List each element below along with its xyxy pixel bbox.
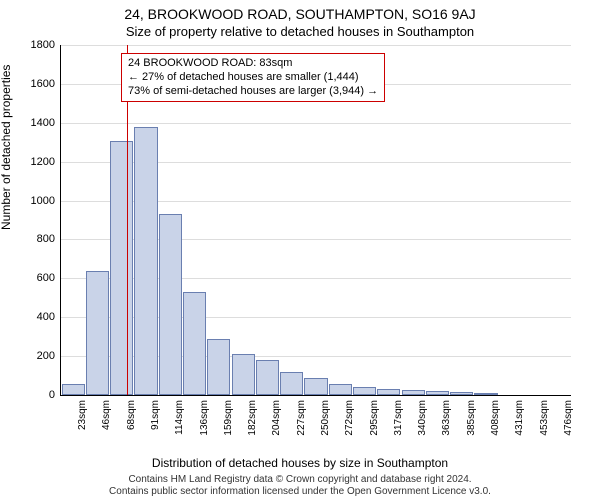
ytick-label: 1800: [31, 39, 55, 51]
xtick-label: 317sqm: [393, 400, 404, 436]
ytick-label: 1200: [31, 156, 55, 168]
xtick-label: 159sqm: [223, 400, 234, 436]
xtick-label: 340sqm: [417, 400, 428, 436]
ytick-label: 1600: [31, 78, 55, 90]
histogram-bar: [232, 354, 255, 395]
histogram-bar: [474, 393, 497, 395]
xtick-label: 408sqm: [490, 400, 501, 436]
histogram-bar: [353, 387, 376, 395]
xtick-label: 363sqm: [441, 400, 452, 436]
histogram-bar: [134, 127, 157, 395]
xtick-label: 114sqm: [174, 400, 185, 435]
grid-line: [61, 123, 571, 124]
xtick-label: 250sqm: [320, 400, 331, 436]
ytick-label: 600: [37, 272, 55, 284]
ytick-label: 200: [37, 350, 55, 362]
histogram-bar: [402, 390, 425, 395]
xtick-label: 272sqm: [344, 400, 355, 436]
xtick-label: 385sqm: [466, 400, 477, 436]
histogram-bar: [86, 271, 109, 395]
histogram-bar: [159, 214, 182, 395]
xtick-label: 295sqm: [369, 400, 380, 436]
xtick-label: 136sqm: [199, 400, 210, 436]
chart-subtitle: Size of property relative to detached ho…: [0, 24, 600, 39]
ytick-label: 800: [37, 233, 55, 245]
attribution-line2: Contains public sector information licen…: [109, 486, 491, 497]
annotation-line2: ← 27% of detached houses are smaller (1,…: [128, 71, 359, 83]
grid-line: [61, 45, 571, 46]
ytick-label: 1400: [31, 117, 55, 129]
histogram-bar: [377, 389, 400, 395]
attribution-line1: Contains HM Land Registry data © Crown c…: [128, 474, 471, 485]
histogram-bar: [207, 339, 230, 395]
annotation-line1: 24 BROOKWOOD ROAD: 83sqm: [128, 57, 292, 69]
histogram-bar: [110, 141, 133, 395]
histogram-bar: [426, 391, 449, 395]
ytick-label: 0: [49, 389, 55, 401]
histogram-bar: [450, 392, 473, 395]
histogram-bar: [329, 384, 352, 395]
annotation-line3: 73% of semi-detached houses are larger (…: [128, 85, 378, 97]
xtick-label: 453sqm: [539, 400, 550, 436]
xtick-label: 227sqm: [296, 400, 307, 436]
histogram-bar: [304, 378, 327, 396]
plot-inner: 02004006008001000120014001600180023sqm46…: [60, 45, 571, 396]
y-axis-label: Number of detached properties: [0, 65, 13, 230]
xtick-label: 182sqm: [247, 400, 258, 436]
xtick-label: 431sqm: [514, 400, 525, 436]
xtick-label: 91sqm: [150, 400, 161, 430]
xtick-label: 46sqm: [101, 400, 112, 430]
ytick-label: 1000: [31, 195, 55, 207]
histogram-bar: [62, 384, 85, 395]
histogram-bar: [183, 292, 206, 395]
ytick-label: 400: [37, 311, 55, 323]
plot-area: 02004006008001000120014001600180023sqm46…: [60, 45, 570, 395]
xtick-label: 68sqm: [126, 400, 137, 430]
xtick-label: 23sqm: [77, 400, 88, 430]
histogram-bar: [256, 360, 279, 395]
xtick-label: 204sqm: [271, 400, 282, 436]
annotation-box: 24 BROOKWOOD ROAD: 83sqm ← 27% of detache…: [121, 53, 385, 102]
attribution: Contains HM Land Registry data © Crown c…: [0, 474, 600, 498]
histogram-bar: [280, 372, 303, 395]
chart-container: 24, BROOKWOOD ROAD, SOUTHAMPTON, SO16 9A…: [0, 0, 600, 500]
xtick-label: 476sqm: [563, 400, 574, 436]
x-axis-label: Distribution of detached houses by size …: [0, 456, 600, 470]
chart-title: 24, BROOKWOOD ROAD, SOUTHAMPTON, SO16 9A…: [0, 6, 600, 22]
